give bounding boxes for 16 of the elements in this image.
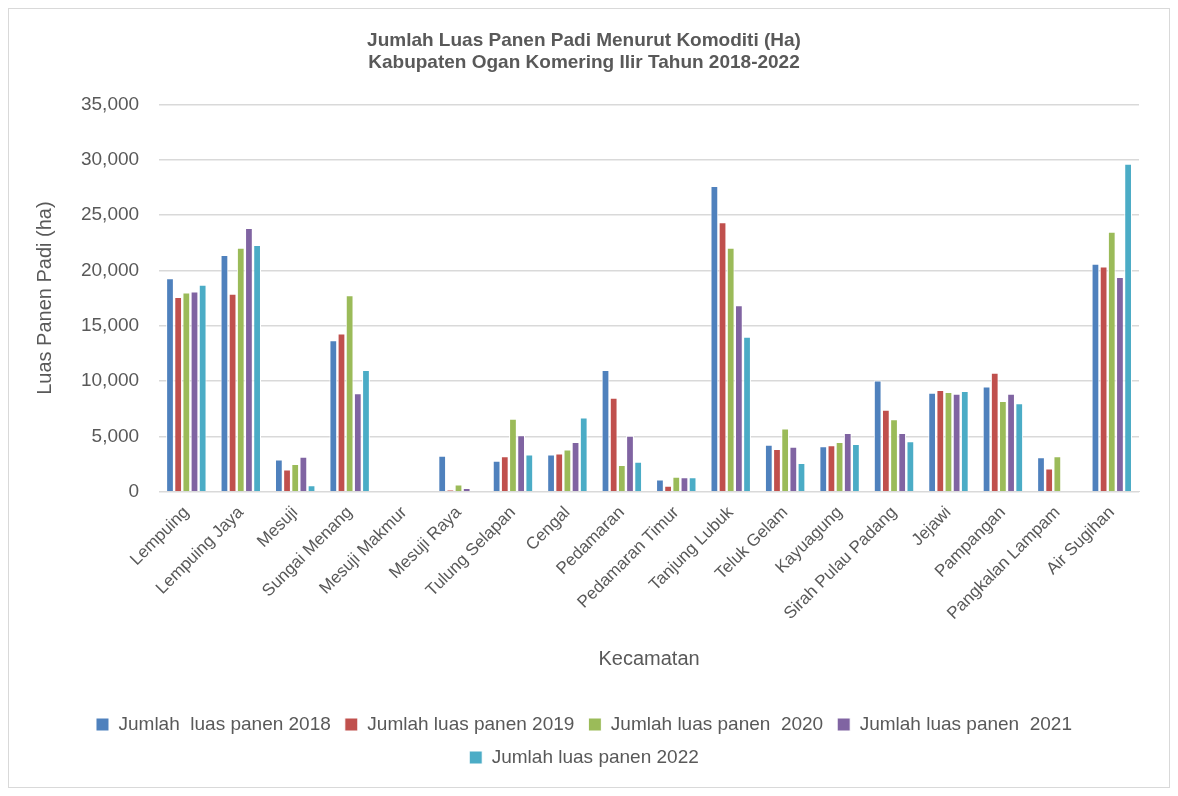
y-tick-label: 20,000 xyxy=(80,258,140,280)
y-tick-label: 30,000 xyxy=(80,148,140,170)
y-tick-label: 35,000 xyxy=(80,92,140,114)
legend-label: Jumlah luas panen 2021 xyxy=(859,712,1073,734)
y-tick-label: 25,000 xyxy=(80,203,140,225)
y-tick-label: 10,000 xyxy=(80,369,140,391)
y-tick-label: 15,000 xyxy=(80,314,140,335)
legend-label: Jumlah luas panen 2018 xyxy=(118,712,331,734)
y-tick-label: 0 xyxy=(128,479,140,501)
y-tick-label: 5,000 xyxy=(91,424,140,446)
legend-label: Jumlah luas panen 2019 xyxy=(367,712,575,734)
chart-title: Jumlah Luas Panen Padi Menurut Komoditi (Ha) Kabupaten Ogan Komering Ilir Tahun 2018-2022 xyxy=(367,28,801,73)
legend-label: Jumlah luas panen 2020 xyxy=(610,712,824,734)
x-axis-title: Kecamatan xyxy=(598,646,700,669)
legend-label: Jumlah luas panen 2022 xyxy=(491,745,699,767)
y-axis-title: Luas Panen Padi (ha) xyxy=(32,201,55,395)
